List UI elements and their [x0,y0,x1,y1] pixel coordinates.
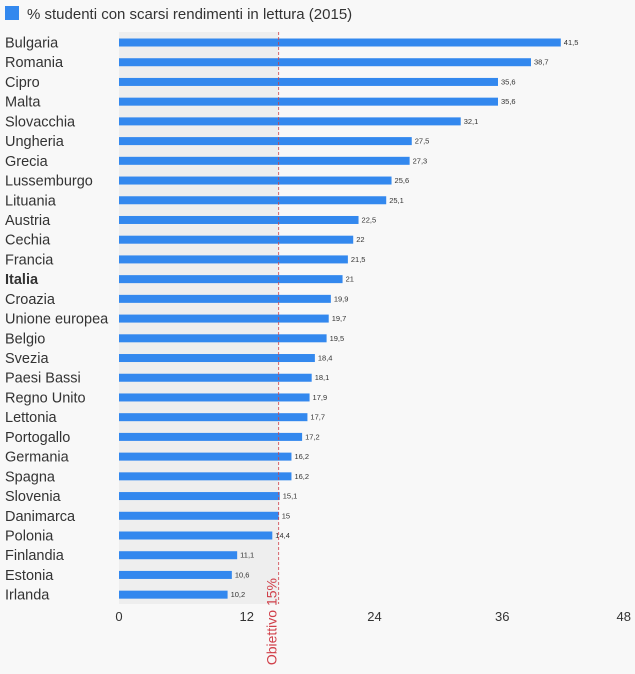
data-label: 17,2 [305,432,320,441]
data-label: 22 [356,235,364,244]
bar [119,235,354,244]
data-label: 35,6 [501,97,516,106]
category-label: Irlanda [5,588,50,604]
x-tick-label: 48 [617,609,631,624]
legend-label: % studenti con scarsi rendimenti in lett… [27,6,352,23]
data-label: 21 [346,275,354,284]
bar [119,472,292,481]
category-label: Romania [5,55,64,71]
bar [119,511,279,520]
category-label: Francia [5,252,54,268]
bar [119,413,308,422]
category-label: Estonia [5,568,54,584]
category-label: Malta [5,95,41,111]
category-label: Svezia [5,351,49,367]
target-label: Obiettivo 15% [264,578,280,665]
data-label: 17,9 [313,393,328,402]
data-label: 41,5 [564,38,579,47]
bar [119,354,315,363]
bar [119,97,498,106]
category-label: Germania [5,450,70,466]
data-label: 15,1 [283,492,298,501]
data-label: 25,6 [395,176,410,185]
bar [119,156,410,165]
category-label: Danimarca [5,509,76,525]
category-label: Unione europea [5,312,109,328]
category-label: Finlandia [5,548,65,564]
category-label: Paesi Bassi [5,371,81,387]
data-label: 17,7 [310,413,325,422]
bar [119,77,498,86]
data-label: 19,5 [330,334,345,343]
category-label: Cechia [5,233,51,249]
data-label: 18,4 [318,354,333,363]
category-label: Polonia [5,529,54,545]
bar [119,294,331,303]
data-label: 27,5 [415,137,430,146]
legend: % studenti con scarsi rendimenti in lett… [5,6,352,23]
category-label: Lituania [5,193,57,209]
category-label: Belgio [5,331,45,347]
category-label: Ungheria [5,134,65,150]
bar [119,58,531,67]
data-label: 38,7 [534,58,549,67]
data-label: 25,1 [389,196,404,205]
data-label: 16,2 [294,472,309,481]
bar [119,551,238,560]
data-label: 14,4 [275,531,290,540]
category-label: Austria [5,213,51,229]
x-tick-label: 12 [240,609,254,624]
bar [119,314,329,323]
bar [119,215,359,224]
category-label: Lussemburgo [5,174,93,190]
bar [119,117,461,126]
bar [119,176,392,185]
bar [119,373,312,382]
category-label: Cipro [5,75,40,91]
bar [119,531,273,540]
category-label: Lettonia [5,410,58,426]
category-label: Bulgaria [5,36,59,52]
data-label: 19,9 [334,294,349,303]
legend-swatch [5,6,19,20]
x-tick-label: 0 [115,609,122,624]
x-tick-label: 24 [367,609,381,624]
data-label: 11,1 [240,551,254,560]
data-label: 19,7 [332,314,347,323]
bar [119,590,228,599]
category-label: Slovacchia [5,114,76,130]
data-label: 22,5 [362,215,377,224]
category-label: Spagna [5,469,56,485]
data-label: 21,5 [351,255,366,264]
category-label: Croazia [5,292,56,308]
bar [119,137,412,146]
bar [119,38,561,47]
bar [119,393,310,402]
category-label: Slovenia [5,489,62,505]
bar [119,432,303,441]
data-label: 15 [282,511,290,520]
bar [119,570,232,579]
category-label: Grecia [5,154,49,170]
bar [119,255,348,264]
category-label: Regno Unito [5,390,86,406]
bar [119,196,387,205]
data-label: 27,3 [413,156,428,165]
data-label: 10,2 [231,590,246,599]
category-label: Italia [5,272,39,288]
data-label: 32,1 [464,117,479,126]
data-label: 10,6 [235,570,250,579]
category-label: Portogallo [5,430,70,446]
bar [119,334,327,343]
bar [119,452,292,461]
bar [119,492,280,501]
x-tick-label: 36 [495,609,509,624]
data-label: 18,1 [315,373,330,382]
bar [119,275,343,284]
data-label: 35,6 [501,77,516,86]
data-label: 16,2 [294,452,309,461]
